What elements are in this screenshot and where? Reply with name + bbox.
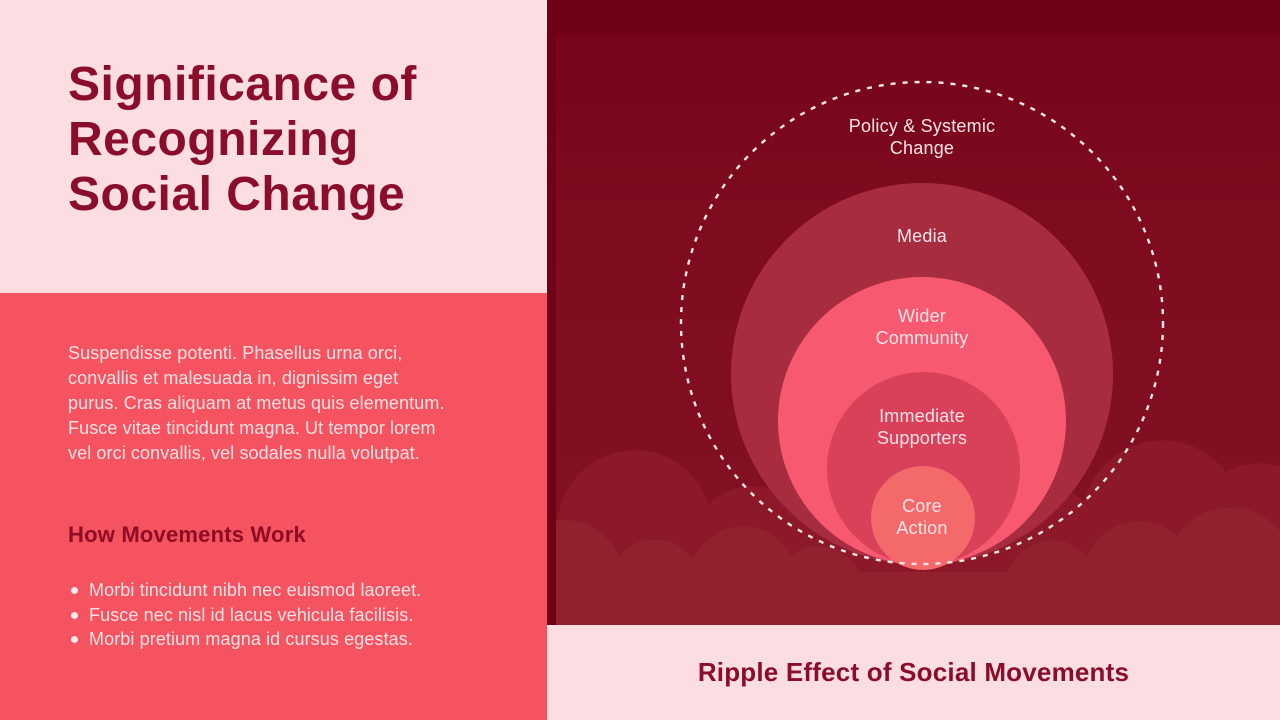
bullet-text: Fusce nec nisl id lacus vehicula facilis… [89, 604, 414, 625]
ring-label-media: Media [896, 226, 948, 246]
slide-title: Significance of Recognizing Social Chang… [68, 58, 417, 221]
list-item: Fusce nec nisl id lacus vehicula facilis… [68, 603, 547, 628]
bullet-dot-icon [71, 587, 78, 594]
bullet-list: Morbi tincidunt nibh nec euismod laoreet… [68, 578, 547, 652]
left-panel: Significance of Recognizing Social Chang… [0, 0, 547, 720]
ring-label-wider-community: Wider Community [875, 306, 969, 348]
caption-bar: Ripple Effect of Social Movements [547, 625, 1280, 720]
bullet-dot-icon [71, 611, 78, 619]
right-panel: Policy & Systemic Change Media Wider Com… [547, 0, 1280, 720]
title-band: Significance of Recognizing Social Chang… [0, 0, 547, 293]
ring-core-action [871, 466, 975, 570]
left-body-section: Suspendisse potenti. Phasellus urna orci… [0, 293, 547, 652]
ring-label-core-action: Core Action [896, 496, 948, 538]
left-accent-strip [547, 0, 556, 625]
ring-label-immediate-supporters: Immediate Supporters [876, 406, 968, 448]
ring-label-policy: Policy & Systemic Change [848, 116, 996, 158]
bullet-dot-icon [71, 636, 78, 643]
top-accent-strip [547, 0, 1280, 34]
bullet-text: Morbi pretium magna id cursus egestas. [89, 629, 413, 649]
subheading: How Movements Work [68, 522, 306, 547]
bullet-text: Morbi tincidunt nibh nec euismod laoreet… [89, 580, 422, 600]
intro-paragraph: Suspendisse potenti. Phasellus urna orci… [68, 343, 445, 463]
diagram-caption: Ripple Effect of Social Movements [697, 657, 1130, 687]
list-item: Morbi tincidunt nibh nec euismod laoreet… [68, 578, 547, 603]
list-item: Morbi pretium magna id cursus egestas. [68, 627, 547, 652]
dashed-ring-outline [679, 80, 1165, 566]
